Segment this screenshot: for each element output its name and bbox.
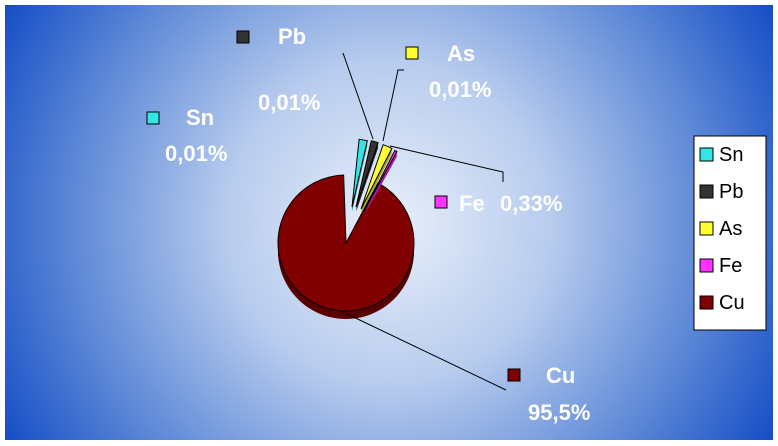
data-label-value-cu: 95,5%: [528, 400, 590, 425]
legend-label-sn: Sn: [719, 144, 743, 166]
legend-label-pb: Pb: [719, 181, 743, 203]
leader-line-as: [382, 69, 404, 142]
label-marker-as: [405, 46, 419, 60]
label-marker-fe: [434, 195, 448, 209]
data-label-name-as: As: [447, 41, 475, 66]
leader-line-fe: [389, 145, 504, 182]
label-marker-pb: [236, 30, 250, 44]
data-label-value-fe: 0,33%: [500, 191, 562, 216]
data-label-name-cu: Cu: [546, 363, 575, 388]
data-label-value-sn: 0,01%: [165, 141, 227, 166]
slice-fe-side: [364, 152, 397, 213]
legend-label-fe: Fe: [719, 255, 742, 277]
legend-label-cu: Cu: [719, 292, 745, 314]
legend-swatch-fe: [699, 258, 714, 273]
label-marker-cu: [507, 368, 521, 382]
label-marker-sn: [146, 111, 160, 125]
slice-pb: [355, 140, 379, 208]
data-label-name-pb: Pb: [278, 24, 306, 49]
legend-swatch-cu: [699, 295, 714, 310]
leader-line-cu: [342, 311, 507, 391]
slice-sn: [351, 138, 368, 208]
slice-fe: [363, 149, 398, 212]
slice-as: [360, 144, 393, 210]
leader-line-pb: [342, 52, 374, 140]
slice-fe-side: [364, 153, 397, 214]
legend: Sn Pb As Fe Cu: [693, 135, 767, 331]
data-label-value-pb: 0,01%: [258, 90, 320, 115]
legend-swatch-sn: [699, 147, 714, 162]
legend-swatch-pb: [699, 184, 714, 199]
data-label-name-sn: Sn: [186, 105, 214, 130]
slice-fe-side: [364, 155, 397, 216]
legend-label-as: As: [719, 218, 742, 240]
slice-fe-side: [364, 154, 397, 215]
slice-cu: [277, 174, 415, 312]
data-label-name-fe: Fe: [459, 191, 485, 216]
data-label-value-as: 0,01%: [429, 77, 491, 102]
legend-swatch-as: [699, 221, 714, 236]
